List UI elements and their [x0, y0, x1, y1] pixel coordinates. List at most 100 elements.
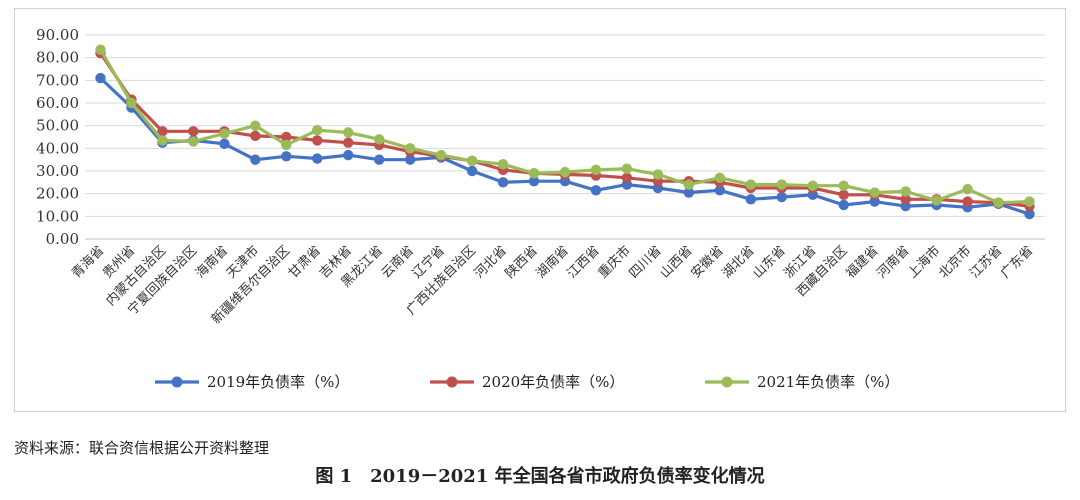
data-point — [590, 185, 602, 196]
data-point — [95, 72, 106, 84]
data-point — [838, 180, 849, 191]
data-point — [621, 172, 633, 183]
data-point — [745, 179, 757, 190]
y-tick-label: 40.00 — [36, 139, 79, 157]
y-tick-label: 90.00 — [36, 26, 79, 44]
x-tick-label: 海南省 — [192, 243, 231, 282]
x-tick-label: 山东省 — [750, 243, 788, 281]
data-point — [776, 179, 787, 190]
legend: 2019年负债率（%） 2020年负债率（%） 2021年负债率（%） — [155, 373, 899, 391]
x-tick-label: 福建省 — [843, 243, 881, 281]
x-tick-label: 重庆市 — [595, 243, 634, 282]
data-point — [95, 44, 106, 55]
data-point — [621, 163, 633, 174]
data-point — [126, 97, 137, 109]
data-point — [188, 126, 199, 137]
data-point — [312, 135, 323, 146]
data-point — [312, 125, 323, 136]
gridlines — [85, 34, 1045, 240]
source-note: 资料来源：联合资信根据公开资料整理 — [14, 439, 270, 457]
y-tick-label: 60.00 — [36, 94, 79, 112]
x-tick-label: 云南省 — [378, 243, 417, 282]
data-point — [281, 151, 292, 162]
data-point — [250, 130, 261, 142]
x-tick-label: 江西省 — [565, 243, 603, 281]
x-tick-label: 甘肃省 — [286, 243, 324, 281]
y-tick-label: 0.00 — [46, 230, 79, 248]
line-chart: 0.00 10.00 20.00 30.00 40.00 50.00 60.00 70.00 8… — [36, 26, 1045, 391]
x-tick-label: 四川省 — [627, 243, 665, 281]
legend-swatch-marker — [446, 376, 458, 388]
data-point — [962, 196, 973, 207]
data-point — [281, 131, 292, 143]
data-point — [343, 137, 354, 148]
x-tick-label: 湖北省 — [719, 243, 757, 281]
legend-item: 2020年负债率（%） — [430, 373, 624, 391]
data-point — [250, 120, 261, 131]
data-point — [404, 143, 416, 154]
x-tick-label: 河北省 — [472, 243, 510, 281]
data-point — [219, 128, 230, 139]
y-tick-label: 20.00 — [36, 185, 79, 203]
data-point — [1024, 196, 1035, 207]
data-point — [807, 180, 818, 191]
data-point — [219, 138, 230, 149]
data-point — [343, 149, 354, 161]
data-point — [714, 172, 726, 183]
data-point — [312, 153, 323, 164]
data-point — [373, 154, 385, 165]
data-point — [962, 183, 973, 195]
data-point — [931, 195, 942, 206]
data-point — [683, 179, 695, 190]
data-point — [993, 197, 1004, 208]
x-tick-label: 广东省 — [998, 243, 1036, 281]
data-point — [188, 136, 199, 147]
x-tick-label: 江苏省 — [966, 243, 1005, 282]
figure-caption: 图 1 2019－2021 年全国各省市政府负债率变化情况 — [315, 466, 765, 487]
y-tick-label: 30.00 — [36, 162, 79, 180]
data-point — [528, 176, 540, 187]
data-point — [652, 169, 664, 180]
data-point — [435, 149, 447, 161]
x-tick-label: 山西省 — [658, 243, 696, 281]
data-point — [900, 186, 911, 197]
legend-item: 2021年负债率（%） — [705, 373, 899, 391]
x-tick-label: 河南省 — [874, 243, 913, 282]
data-point — [281, 139, 292, 151]
legend-swatch-marker — [721, 376, 733, 388]
legend-item: 2019年负债率（%） — [155, 373, 349, 391]
data-point — [590, 164, 602, 176]
x-tick-label: 北京市 — [936, 243, 975, 282]
legend-label: 2019年负债率（%） — [207, 373, 349, 391]
legend-label: 2021年负债率（%） — [757, 373, 899, 391]
y-axis: 0.00 10.00 20.00 30.00 40.00 50.00 60.00 70.00 8… — [36, 26, 79, 248]
data-point — [1024, 208, 1035, 220]
data-point — [900, 194, 911, 205]
data-point — [497, 177, 509, 188]
x-tick-label: 青海省 — [69, 243, 107, 281]
y-tick-label: 50.00 — [36, 117, 79, 135]
data-point — [559, 166, 571, 178]
chart-frame: 0.00 10.00 20.00 30.00 40.00 50.00 60.00 70.00 8… — [14, 8, 1066, 412]
data-point — [528, 168, 540, 179]
x-tick-label: 上海市 — [905, 243, 944, 282]
data-point — [343, 127, 354, 138]
x-axis: 青海省贵州省内蒙古自治区宁夏回族自治区海南省天津市新疆维吾尔自治区甘肃省吉林省黑… — [69, 243, 1036, 328]
y-tick-label: 80.00 — [36, 49, 79, 67]
legend-label: 2020年负债率（%） — [482, 373, 624, 391]
data-point — [157, 126, 168, 137]
legend-swatch-marker — [171, 376, 183, 388]
data-point — [714, 185, 726, 196]
data-point — [838, 199, 849, 211]
data-point — [466, 165, 478, 177]
data-point — [466, 155, 478, 166]
x-tick-label: 陕西省 — [503, 243, 541, 281]
data-point — [250, 154, 261, 165]
data-point — [497, 159, 509, 170]
y-tick-label: 10.00 — [36, 207, 79, 225]
data-point — [838, 189, 849, 200]
data-point — [157, 135, 168, 146]
series-3 — [95, 44, 1035, 208]
data-point — [683, 187, 695, 198]
data-point — [869, 187, 880, 198]
